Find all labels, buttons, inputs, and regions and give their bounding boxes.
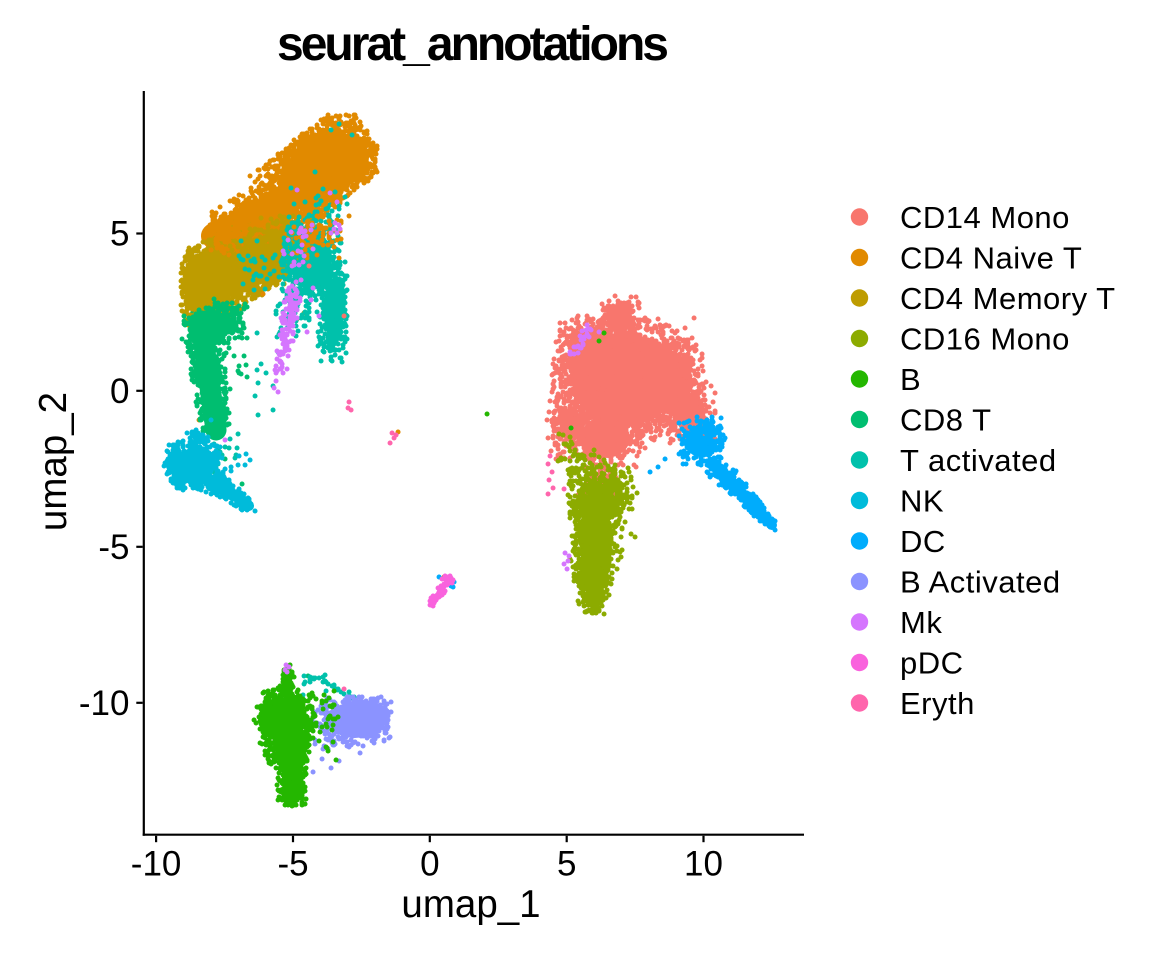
svg-text:CD14 Mono: CD14 Mono — [900, 200, 1070, 235]
svg-text:Eryth: Eryth — [900, 686, 975, 721]
svg-text:-5: -5 — [98, 528, 129, 567]
svg-text:DC: DC — [900, 524, 946, 559]
svg-text:-10: -10 — [79, 684, 130, 723]
svg-text:B Activated: B Activated — [900, 564, 1061, 599]
svg-text:T activated: T activated — [900, 443, 1057, 478]
svg-text:0: 0 — [110, 372, 129, 411]
svg-text:5: 5 — [110, 215, 129, 254]
svg-text:seurat_annotations: seurat_annotations — [277, 18, 669, 71]
svg-text:Mk: Mk — [900, 605, 942, 640]
svg-text:5: 5 — [557, 844, 576, 883]
svg-text:10: 10 — [684, 844, 723, 883]
svg-text:umap_1: umap_1 — [401, 883, 540, 926]
svg-text:0: 0 — [420, 844, 439, 883]
svg-text:CD4 Naive T: CD4 Naive T — [900, 240, 1082, 275]
svg-text:umap_2: umap_2 — [32, 392, 75, 531]
svg-text:NK: NK — [900, 483, 944, 518]
svg-text:pDC: pDC — [900, 645, 964, 680]
svg-text:B: B — [900, 362, 921, 397]
svg-text:CD16 Mono: CD16 Mono — [900, 321, 1070, 356]
svg-text:CD8 T: CD8 T — [900, 402, 992, 437]
svg-text:-10: -10 — [131, 844, 182, 883]
svg-text:CD4 Memory T: CD4 Memory T — [900, 281, 1116, 316]
svg-text:-5: -5 — [277, 844, 308, 883]
